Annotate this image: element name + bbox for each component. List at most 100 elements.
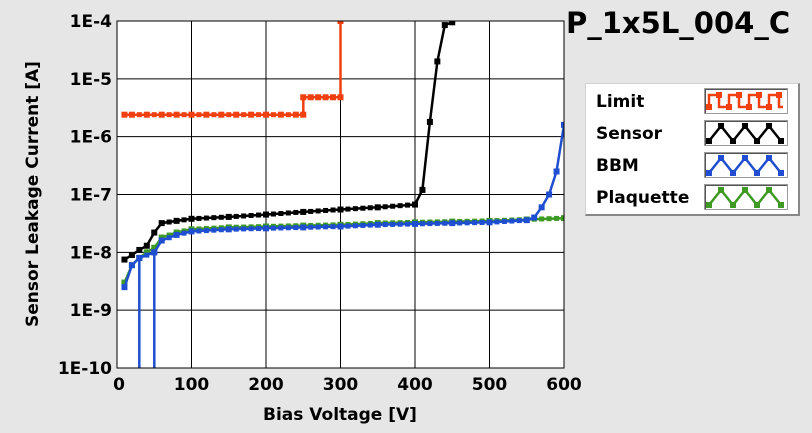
data-point-bbm (523, 217, 530, 224)
data-point-sensor (136, 246, 143, 253)
data-point-limit (315, 94, 322, 101)
data-point-bbm (151, 249, 158, 256)
data-point-bbm (285, 225, 291, 231)
series-sensor (121, 21, 456, 263)
legend-swatch (704, 88, 788, 114)
legend-swatch (704, 152, 788, 178)
data-point-sensor (337, 206, 344, 213)
data-point-limit (143, 111, 150, 118)
legend-item-plaquette[interactable]: Plaquette (586, 181, 798, 213)
data-point-bbm (538, 204, 545, 211)
data-point-bbm (367, 222, 373, 228)
data-point-limit (121, 111, 128, 118)
legend-label: Plaquette (596, 188, 690, 208)
plot-frame (116, 20, 565, 369)
data-point-bbm (494, 219, 500, 225)
data-point-bbm (330, 224, 336, 230)
data-point-bbm (464, 220, 470, 226)
data-point-sensor (315, 208, 321, 214)
legend-item-bbm[interactable]: BBM (586, 149, 798, 181)
data-point-sensor (241, 213, 247, 219)
data-point-sensor (263, 211, 269, 218)
legend-item-limit[interactable]: Limit (586, 85, 798, 117)
data-point-limit (256, 112, 262, 118)
legend-swatch (704, 120, 788, 146)
data-point-bbm (293, 225, 299, 231)
data-point-limit (136, 112, 142, 118)
data-point-bbm (472, 220, 478, 226)
chart-title: P_1x5L_004_C (566, 6, 791, 40)
data-point-plaquette (151, 244, 158, 251)
data-point-plaquette (561, 215, 564, 222)
data-point-limit (166, 112, 172, 118)
data-point-sensor (166, 219, 172, 225)
legend-label: Sensor (596, 124, 663, 144)
data-point-limit (300, 94, 307, 101)
y-tick-label: 1E-4 (70, 12, 112, 32)
legend-label: Limit (596, 92, 645, 112)
data-point-limit (337, 94, 344, 101)
data-point-limit (277, 111, 284, 118)
data-point-sensor (285, 210, 291, 216)
data-point-bbm (561, 121, 564, 128)
data-point-sensor (352, 206, 358, 212)
y-axis-label: Sensor Leakage Current [A] (23, 61, 43, 327)
data-point-bbm (300, 224, 307, 231)
data-point-sensor (121, 256, 128, 263)
data-point-sensor (390, 203, 396, 209)
data-point-sensor (330, 207, 336, 213)
data-point-bbm (390, 221, 396, 227)
data-point-sensor (203, 215, 209, 221)
data-point-sensor (293, 209, 299, 215)
data-point-bbm (419, 221, 425, 227)
data-point-limit (307, 94, 314, 101)
data-point-sensor (218, 214, 224, 220)
data-point-sensor (441, 22, 448, 29)
x-tick-label: 400 (397, 375, 433, 395)
data-point-sensor (300, 208, 307, 215)
data-point-limit (292, 111, 299, 118)
legend-item-sensor[interactable]: Sensor (586, 117, 798, 149)
data-point-sensor (158, 220, 165, 227)
data-point-bbm (136, 254, 143, 261)
x-axis-label: Bias Voltage [V] (263, 405, 417, 425)
y-tick-label: 1E-9 (70, 301, 112, 321)
data-point-bbm (546, 191, 553, 198)
data-point-sensor (367, 205, 373, 211)
data-point-plaquette (539, 216, 545, 222)
data-point-sensor (434, 58, 441, 65)
data-point-sensor (233, 213, 239, 219)
data-point-bbm (241, 226, 247, 232)
data-point-sensor (181, 217, 187, 223)
data-point-limit (203, 111, 210, 118)
data-point-bbm (203, 228, 209, 234)
data-point-bbm (196, 228, 202, 234)
data-point-bbm (158, 237, 165, 244)
data-point-bbm (509, 218, 515, 224)
data-point-bbm (405, 221, 411, 227)
data-point-limit (181, 112, 187, 118)
series-bbm (121, 121, 564, 368)
data-point-bbm (553, 168, 560, 175)
data-point-bbm (315, 224, 321, 230)
data-point-limit (151, 112, 157, 118)
x-tick-label: 500 (472, 375, 508, 395)
x-tick-label: 300 (323, 375, 359, 395)
data-point-bbm (166, 235, 172, 241)
data-point-limit (263, 111, 269, 118)
data-point-sensor (405, 202, 411, 208)
data-point-bbm (121, 284, 128, 291)
data-point-bbm (278, 225, 284, 231)
x-tick-label: 600 (546, 375, 582, 395)
data-point-limit (337, 21, 344, 24)
data-point-bbm (412, 220, 418, 227)
x-tick-label: 0 (113, 375, 125, 395)
data-point-sensor (382, 204, 388, 210)
x-tick-label: 200 (248, 375, 284, 395)
data-point-bbm (382, 222, 388, 228)
data-point-sensor (248, 212, 254, 218)
data-point-sensor (323, 207, 329, 213)
data-point-sensor (397, 203, 403, 209)
data-point-bbm (501, 218, 507, 224)
